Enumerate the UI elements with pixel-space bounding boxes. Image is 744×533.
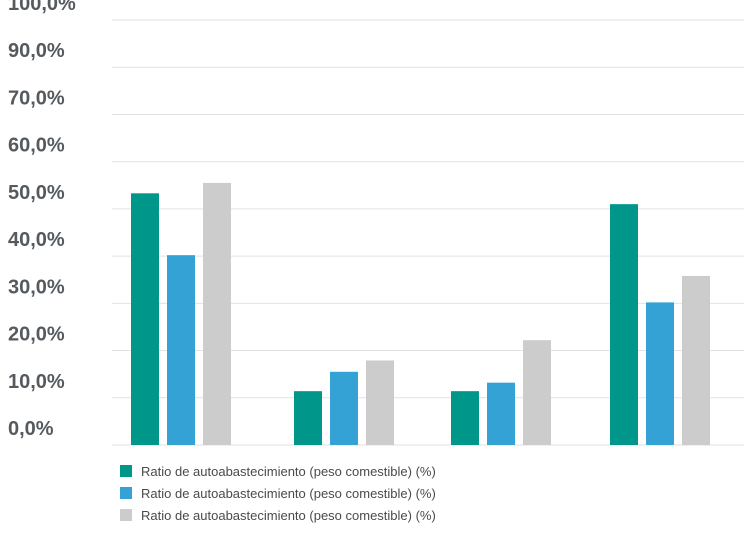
bar-series-1-group-1 [131, 193, 159, 445]
bar-series-1-group-2 [294, 391, 322, 445]
y-tick-label: 60,0% [8, 135, 65, 157]
legend-item-series-1: Ratio de autoabastecimiento (peso comest… [120, 462, 436, 480]
y-tick-label: 40,0% [8, 229, 65, 251]
bar-series-3-group-3 [523, 340, 551, 445]
y-tick-label: 70,0% [8, 87, 65, 109]
bar-series-1-group-3 [451, 391, 479, 445]
legend-label-series-2: Ratio de autoabastecimiento (peso comest… [141, 485, 436, 501]
legend: Ratio de autoabastecimiento (peso comest… [120, 462, 720, 528]
legend-swatch-series-3 [120, 509, 132, 521]
legend-item-series-3: Ratio de autoabastecimiento (peso comest… [120, 506, 436, 524]
bar-series-3-group-4 [682, 275, 710, 445]
bar-series-3-group-1 [203, 182, 231, 445]
y-tick-label: 30,0% [8, 276, 65, 298]
bar-series-2-group-1 [167, 255, 195, 445]
legend-label-series-1: Ratio de autoabastecimiento (peso comest… [141, 463, 436, 479]
legend-swatch-series-1 [120, 465, 132, 477]
legend-swatch-series-2 [120, 487, 132, 499]
legend-item-series-2: Ratio de autoabastecimiento (peso comest… [120, 484, 436, 502]
bar-series-2-group-4 [646, 302, 674, 445]
y-tick-label: 90,0% [8, 40, 65, 62]
y-tick-label: 100,0% [8, 0, 76, 15]
y-tick-label: 50,0% [8, 182, 65, 204]
y-tick-label: 0,0% [8, 418, 54, 440]
y-axis-tick-labels: 0,0% 10,0% 20,0% 30,0% 40,0% 50,0% 60,0% 70,0% 9… [8, 0, 76, 440]
y-tick-label: 10,0% [8, 371, 65, 393]
bars [131, 182, 710, 445]
bar-series-3-group-2 [366, 360, 394, 445]
legend-label-series-3: Ratio de autoabastecimiento (peso comest… [141, 507, 436, 523]
bar-series-2-group-3 [487, 382, 515, 445]
bar-series-1-group-4 [610, 204, 638, 445]
y-tick-label: 20,0% [8, 324, 65, 346]
bar-series-2-group-2 [330, 371, 358, 445]
